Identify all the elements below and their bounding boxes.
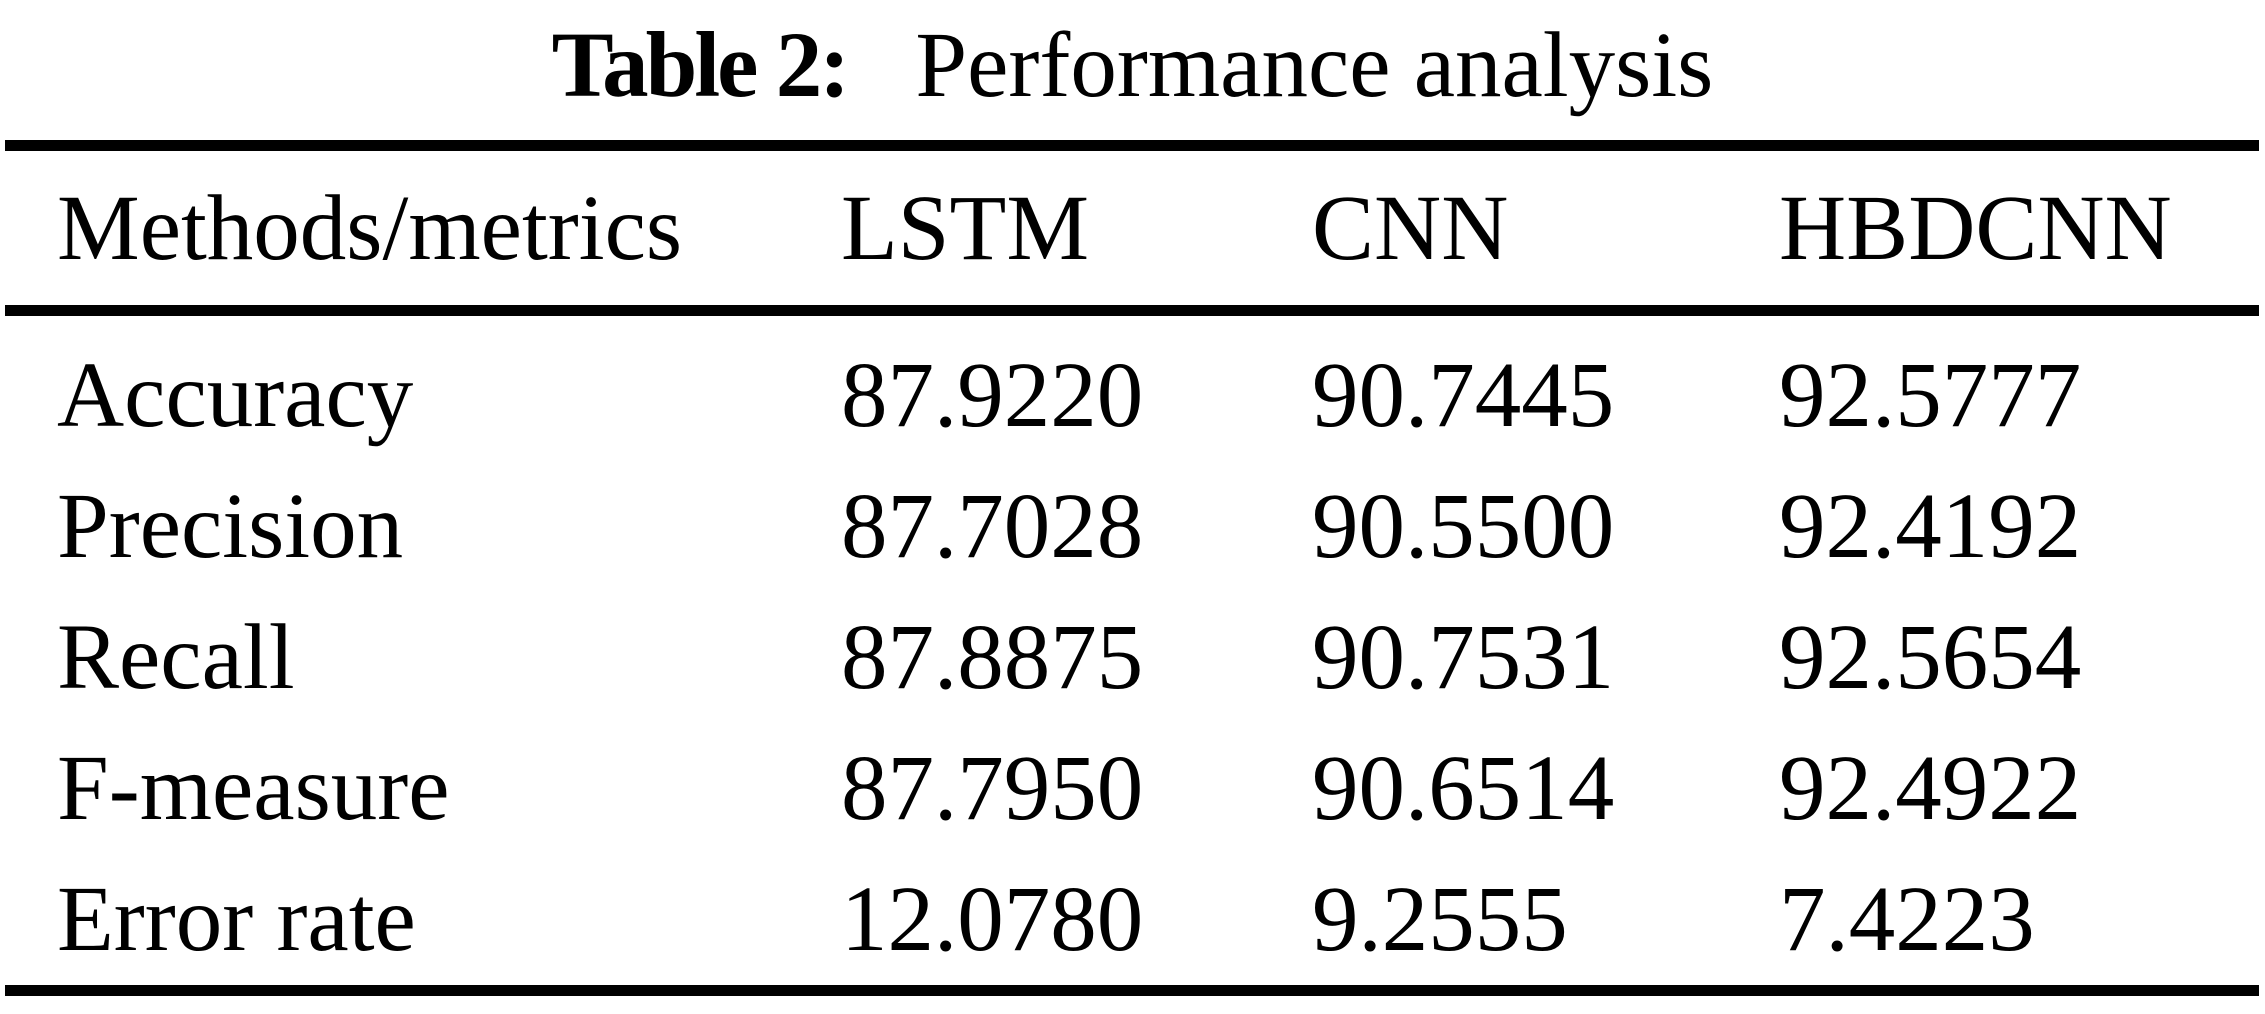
value-cell-hbdcnn: 92.5777 [1779, 344, 2082, 447]
value-cell-cnn: 90.5500 [1312, 475, 1615, 578]
table-body: Accuracy 87.9220 90.7445 92.5777 Precisi… [5, 316, 2259, 985]
metric-cell: F-measure [57, 737, 450, 840]
column-header-cnn: CNN [1312, 176, 1509, 280]
value-cell-cnn: 90.7531 [1312, 606, 1615, 709]
value-cell-hbdcnn: 92.4192 [1779, 475, 2082, 578]
metric-cell: Error rate [57, 868, 416, 971]
table-row-accuracy: Accuracy 87.9220 90.7445 92.5777 [57, 330, 2259, 461]
table-row-recall: Recall 87.8875 90.7531 92.5654 [57, 592, 2259, 723]
value-cell-hbdcnn: 92.4922 [1779, 737, 2082, 840]
value-cell-lstm: 87.7028 [841, 475, 1144, 578]
value-cell-lstm: 87.8875 [841, 606, 1144, 709]
metric-cell: Accuracy [57, 344, 414, 447]
table-row-precision: Precision 87.7028 90.5500 92.4192 [57, 461, 2259, 592]
table-caption: Table 2: Performance analysis [0, 6, 2265, 126]
performance-table: Methods/metrics LSTM CNN HBDCNN Accuracy… [5, 140, 2259, 996]
value-cell-lstm: 87.7950 [841, 737, 1144, 840]
table-caption-label: Table 2: [551, 14, 851, 117]
value-cell-hbdcnn: 92.5654 [1779, 606, 2082, 709]
value-cell-lstm: 12.0780 [841, 868, 1144, 971]
column-header-hbdcnn: HBDCNN [1779, 176, 2172, 280]
table-header-row: Methods/metrics LSTM CNN HBDCNN [5, 151, 2259, 316]
column-header-lstm: LSTM [841, 176, 1090, 280]
metric-cell: Recall [57, 606, 295, 709]
table-caption-text: Performance analysis [915, 14, 1714, 117]
value-cell-lstm: 87.9220 [841, 344, 1144, 447]
column-header-methods-metrics: Methods/metrics [57, 176, 683, 280]
value-cell-cnn: 90.7445 [1312, 344, 1615, 447]
value-cell-cnn: 90.6514 [1312, 737, 1615, 840]
value-cell-hbdcnn: 7.4223 [1779, 868, 2035, 971]
value-cell-cnn: 9.2555 [1312, 868, 1568, 971]
table-row-f-measure: F-measure 87.7950 90.6514 92.4922 [57, 723, 2259, 854]
table-row-error-rate: Error rate 12.0780 9.2555 7.4223 [57, 854, 2259, 985]
metric-cell: Precision [57, 475, 404, 578]
